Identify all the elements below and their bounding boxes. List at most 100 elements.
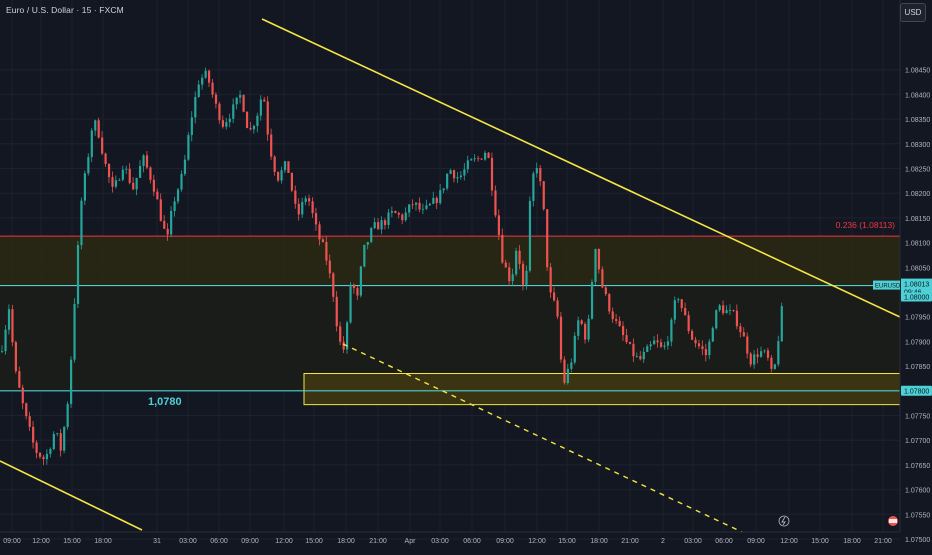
- candle-body: [694, 339, 697, 344]
- x-tick-label: 18:00: [843, 538, 861, 545]
- candle-body: [756, 354, 759, 357]
- candle-body: [715, 310, 718, 329]
- candle-body: [297, 203, 300, 215]
- candle-body: [314, 213, 318, 225]
- candle-body: [208, 70, 211, 83]
- candle-body: [21, 387, 24, 404]
- y-tick-label: 1.07500: [905, 537, 930, 544]
- candle-body: [504, 262, 507, 268]
- candle-body: [439, 190, 442, 204]
- candle-body: [618, 320, 621, 327]
- candle-body: [521, 263, 525, 285]
- candle-body: [442, 188, 445, 191]
- price-tag-107800-bg: [901, 385, 932, 396]
- candle-body: [239, 95, 242, 98]
- candle-body: [459, 175, 463, 178]
- lightning-icon-glyph: [781, 516, 786, 526]
- price-tag-107800: 1.07800: [904, 388, 929, 395]
- x-tick-label: 21:00: [874, 538, 892, 545]
- fib-label: 0.236 (1.08113): [836, 220, 896, 230]
- candle-body: [518, 250, 521, 264]
- candle-body: [501, 234, 504, 263]
- candle-body: [546, 209, 549, 268]
- candle-body: [287, 161, 290, 173]
- candle-body: [59, 433, 62, 451]
- candle-body: [470, 159, 473, 161]
- candle-body: [38, 452, 42, 457]
- candle-body: [604, 287, 607, 295]
- candle-body: [704, 349, 707, 356]
- candle-body: [749, 353, 752, 365]
- candle-body: [187, 134, 190, 160]
- candle-body: [656, 340, 659, 343]
- zone-layer: [0, 236, 901, 406]
- candle-body: [553, 292, 556, 301]
- candle-body: [490, 157, 494, 191]
- candle-body: [628, 341, 632, 344]
- candle-body: [549, 267, 552, 293]
- x-tick-label: Apr: [405, 538, 417, 545]
- candle-body: [642, 351, 645, 360]
- candle-body: [590, 281, 594, 319]
- candle-body: [159, 199, 162, 221]
- candle-body: [283, 161, 287, 171]
- candle-body: [446, 173, 449, 189]
- candle-body: [52, 433, 55, 450]
- candle-body: [597, 248, 601, 270]
- y-tick-label: 1.08250: [905, 167, 930, 174]
- candle-body: [711, 328, 714, 342]
- candle-body: [732, 310, 735, 311]
- candle-body: [684, 308, 687, 316]
- candle-body: [49, 449, 52, 454]
- candle-body: [45, 453, 49, 460]
- candle-body: [32, 426, 35, 443]
- candle-body: [708, 341, 711, 356]
- currency-button[interactable]: USD: [900, 3, 926, 22]
- candle-body: [321, 239, 325, 243]
- flag-icon: [888, 516, 898, 526]
- candle-body: [511, 274, 514, 282]
- candle-body: [718, 305, 721, 311]
- candle-body: [73, 303, 76, 360]
- candle-body: [559, 316, 563, 360]
- candle-body: [304, 198, 307, 202]
- y-tick-label: 1.07550: [905, 512, 930, 519]
- candle-body: [677, 299, 680, 301]
- candle-body: [225, 122, 228, 127]
- candle-body: [735, 310, 739, 327]
- candle-body: [114, 180, 118, 187]
- y-tick-label: 1.08400: [905, 92, 930, 99]
- candle-body: [335, 296, 338, 327]
- candle-body: [218, 103, 221, 121]
- candle-body: [421, 208, 425, 210]
- candle-body: [697, 343, 701, 347]
- candle-body: [746, 336, 749, 354]
- x-tick-label: 15:00: [305, 538, 323, 545]
- candle-body: [273, 156, 276, 172]
- candle-body: [394, 211, 397, 214]
- candle-body: [577, 320, 580, 336]
- x-tick-label: 03:00: [684, 538, 702, 545]
- candle-body: [83, 173, 86, 201]
- candle-body: [370, 228, 373, 242]
- chart-title: Euro / U.S. Dollar · 15 · FXCM: [6, 5, 124, 15]
- candle-body: [139, 166, 142, 178]
- current-price-tag: 1.08013: [904, 282, 929, 289]
- candle-body: [308, 198, 311, 202]
- candle-body: [456, 177, 459, 179]
- candle-body: [311, 201, 314, 214]
- candle-body: [480, 158, 483, 160]
- candle-body: [176, 189, 180, 202]
- candle-body: [687, 315, 690, 332]
- candle-body: [194, 96, 197, 118]
- candle-body: [487, 152, 490, 158]
- candle-body: [649, 344, 652, 347]
- candle-body: [722, 305, 725, 314]
- candle-body: [666, 341, 670, 346]
- candle-body: [425, 205, 428, 209]
- y-tick-label: 1.08300: [905, 142, 930, 149]
- candle-body: [359, 266, 362, 296]
- x-tick-label: 06:00: [715, 538, 733, 545]
